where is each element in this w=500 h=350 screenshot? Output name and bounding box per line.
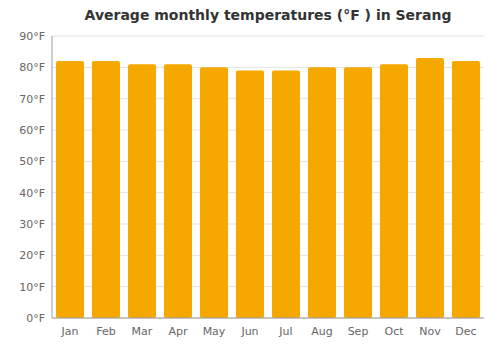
y-tick-label: 30°F <box>19 218 45 231</box>
x-tick-label: Dec <box>455 325 476 338</box>
bars <box>56 58 480 318</box>
y-tick-label: 70°F <box>19 93 45 106</box>
bar <box>236 70 264 318</box>
y-tick-label: 40°F <box>19 187 45 200</box>
x-tick-label: Apr <box>168 325 188 338</box>
grid-line <box>52 318 484 319</box>
bar <box>272 70 300 318</box>
x-tick-label: Jun <box>240 325 258 338</box>
title: Average monthly temperatures (°F ) in Se… <box>85 7 452 23</box>
y-tick-label: 0°F <box>26 312 45 325</box>
bar <box>128 64 156 318</box>
x-tick-label: Mar <box>132 325 153 338</box>
y-tick-label: 80°F <box>19 61 45 74</box>
grid-line <box>52 36 484 37</box>
x-tick-label: Jul <box>278 325 292 338</box>
bar <box>344 67 372 318</box>
bar <box>380 64 408 318</box>
bar <box>308 67 336 318</box>
bar <box>200 67 228 318</box>
bar <box>452 61 480 318</box>
y-tick-label: 20°F <box>19 249 45 262</box>
x-tick-label: Aug <box>311 325 332 338</box>
x-tick-label: Sep <box>348 325 369 338</box>
x-tick-label: Nov <box>419 325 441 338</box>
x-axis-line <box>52 318 484 319</box>
bar <box>56 61 84 318</box>
bar <box>416 58 444 318</box>
grid <box>52 36 484 318</box>
chart-container: Average monthly temperatures (°F ) in Se… <box>0 0 500 350</box>
y-tick-label: 10°F <box>19 281 45 294</box>
x-axis: Jan Feb Mar Apr May Jun Jul Aug Sep Oct Nov Dec <box>52 318 484 338</box>
x-tick-label: Jan <box>61 325 79 338</box>
y-tick-label: 90°F <box>19 30 45 43</box>
x-tick-label: Oct <box>384 325 404 338</box>
bar <box>92 61 120 318</box>
x-tick-label: May <box>203 325 226 338</box>
y-axis: 0°F 10°F 20°F 30°F 40°F 50°F 60°F 70°F 80°F 90°F <box>19 30 52 325</box>
x-tick-label: Feb <box>96 325 115 338</box>
bar <box>164 64 192 318</box>
page: {"chart_data": {"type": "bar", "title": … <box>0 0 500 350</box>
chart: Average monthly temperatures (°F ) in Se… <box>0 0 500 350</box>
y-tick-label: 50°F <box>19 155 45 168</box>
y-axis-line <box>52 36 53 318</box>
y-tick-label: 60°F <box>19 124 45 137</box>
